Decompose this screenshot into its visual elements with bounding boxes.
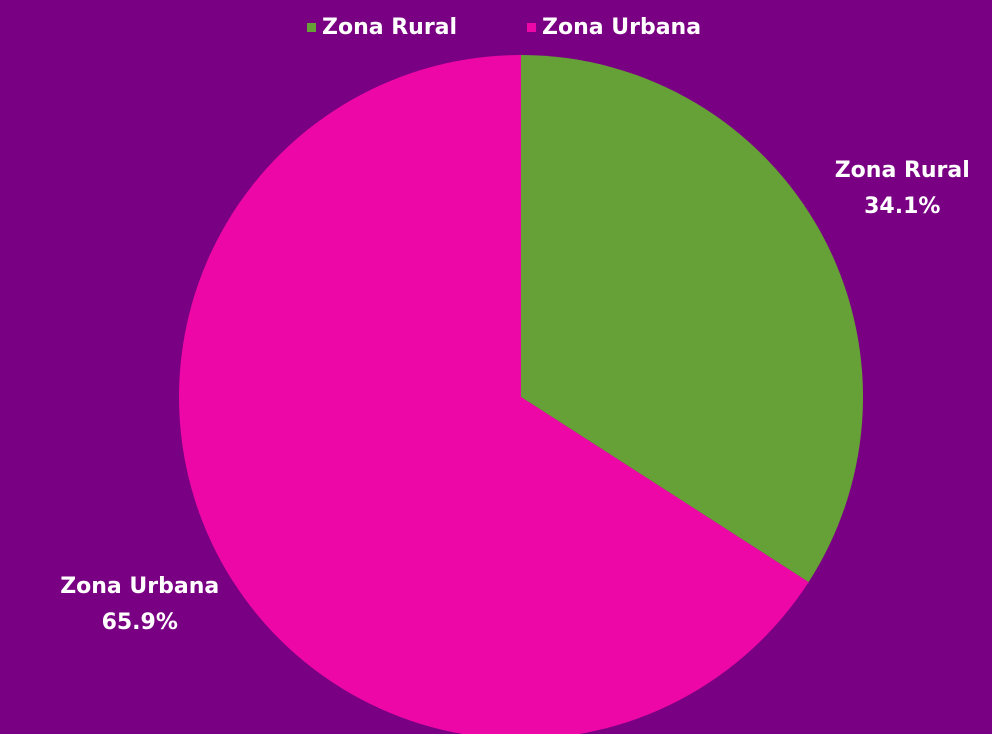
pie-slice	[179, 55, 809, 734]
legend-label: Zona Rural	[322, 15, 457, 40]
pie-slice	[521, 55, 863, 583]
slice-label-value: 65.9%	[102, 610, 178, 635]
slice-label-value: 34.1%	[864, 194, 940, 219]
legend-swatch	[307, 23, 316, 32]
legend-label: Zona Urbana	[542, 15, 701, 40]
legend-swatch	[527, 23, 536, 32]
slice-label-name: Zona Rural	[835, 158, 970, 183]
slice-label-name: Zona Urbana	[60, 574, 219, 599]
